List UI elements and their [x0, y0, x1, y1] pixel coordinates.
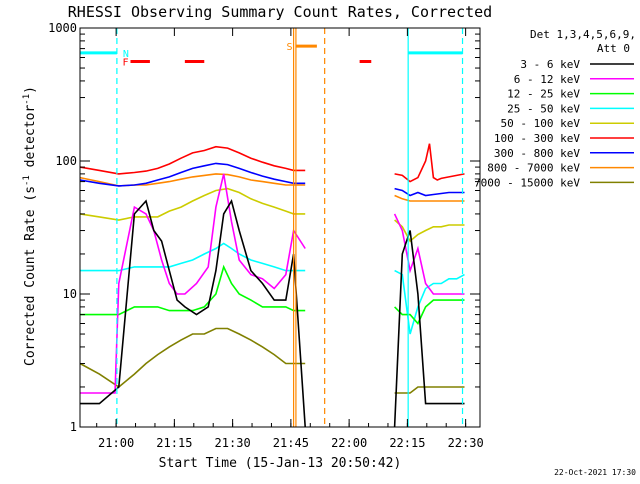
- x-tick-label: 22:00: [331, 436, 367, 450]
- series-line: [80, 329, 305, 388]
- x-tick-label: 21:00: [98, 436, 134, 450]
- x-tick-label: 21:15: [156, 436, 192, 450]
- annotation-layer: NFS: [80, 28, 463, 427]
- y-axis-label-mid: detector: [23, 105, 38, 176]
- y-axis: 1 10 100 1000: [48, 21, 480, 434]
- series-line: [395, 300, 465, 323]
- legend-label: 7000 - 15000 keV: [474, 176, 580, 189]
- x-tick-label: 22:30: [448, 436, 484, 450]
- legend-header-line1: Det 1,3,4,5,6,9,: [530, 28, 636, 41]
- legend: Det 1,3,4,5,6,9, Att 0 3 - 6 keV 6 - 12 k…: [474, 28, 636, 189]
- flare-label: F: [122, 57, 128, 68]
- series-line: [395, 271, 465, 334]
- y-axis-label-sup2: -1: [22, 94, 32, 105]
- y-tick-label: 1: [70, 420, 77, 434]
- x-tick-label: 21:30: [215, 436, 251, 450]
- series-line: [80, 267, 305, 315]
- y-axis-label-sup1: -1: [22, 175, 32, 186]
- series-line: [395, 387, 465, 393]
- y-axis-label-main: Corrected Count Rate (s: [23, 186, 38, 366]
- x-axis-label: Start Time (15-Jan-13 20:50:42): [159, 456, 402, 471]
- legend-label: 6 - 12 keV: [514, 73, 581, 86]
- series-line: [395, 220, 465, 241]
- date-stamp: 22-Oct-2021 17:30: [554, 468, 636, 477]
- legend-label: 25 - 50 keV: [507, 102, 580, 115]
- series-line: [395, 231, 465, 428]
- data-layer: [80, 144, 465, 427]
- y-axis-label: Corrected Count Rate (s-1 detector-1): [22, 86, 38, 366]
- series-line: [395, 214, 465, 294]
- legend-label: 12 - 25 keV: [507, 88, 580, 101]
- series-line: [395, 144, 465, 182]
- series-line: [80, 243, 305, 270]
- y-tick-label: 1000: [48, 21, 77, 35]
- series-line: [80, 189, 305, 220]
- series-line: [395, 196, 465, 202]
- legend-label: 3 - 6 keV: [520, 58, 580, 71]
- y-axis-label-end: ): [23, 86, 38, 94]
- legend-header-line2: Att 0: [597, 42, 630, 55]
- legend-label: 50 - 100 keV: [501, 117, 581, 130]
- legend-label: 300 - 800 keV: [494, 147, 580, 160]
- y-tick-label: 10: [63, 287, 77, 301]
- saa-label: S: [287, 42, 293, 53]
- y-tick-label: 100: [55, 154, 77, 168]
- series-line: [395, 189, 465, 196]
- legend-label: 800 - 7000 keV: [487, 162, 580, 175]
- legend-label: 100 - 300 keV: [494, 132, 580, 145]
- chart-title: RHESSI Observing Summary Count Rates, Co…: [68, 3, 492, 21]
- plot-frame: [80, 28, 480, 427]
- series-line: [80, 147, 305, 174]
- x-tick-label: 21:45: [273, 436, 309, 450]
- x-tick-label: 22:15: [389, 436, 425, 450]
- series-line: [80, 174, 305, 186]
